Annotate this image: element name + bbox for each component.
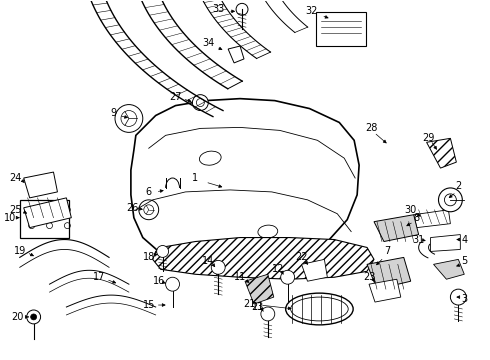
Polygon shape [434,260,465,279]
Polygon shape [301,260,327,281]
Ellipse shape [291,297,348,321]
Text: 11: 11 [234,272,246,282]
Polygon shape [427,138,456,168]
Text: 17: 17 [93,272,105,282]
Circle shape [121,111,137,126]
Polygon shape [24,172,57,198]
Text: 21: 21 [244,299,256,309]
Text: 26: 26 [127,203,139,213]
Text: 19: 19 [14,247,26,256]
Text: 24: 24 [10,173,22,183]
Text: 20: 20 [12,312,24,322]
Text: 15: 15 [143,300,155,310]
Circle shape [193,95,208,111]
Circle shape [139,200,159,220]
Polygon shape [24,198,72,228]
Text: 2: 2 [455,181,462,191]
Circle shape [439,188,462,212]
Polygon shape [367,257,411,289]
Circle shape [196,99,204,107]
Text: 22: 22 [295,252,308,262]
FancyBboxPatch shape [317,12,366,46]
Text: 3: 3 [461,294,467,304]
Polygon shape [153,238,374,279]
Text: 9: 9 [110,108,116,117]
Polygon shape [228,46,244,63]
Text: 23: 23 [363,272,375,282]
Text: 31: 31 [413,234,425,244]
Ellipse shape [286,293,353,325]
Ellipse shape [199,151,221,165]
Text: 10: 10 [4,213,16,223]
Circle shape [281,270,294,284]
Polygon shape [245,274,274,304]
Circle shape [236,3,248,15]
Text: 4: 4 [461,234,467,244]
Text: 21: 21 [252,302,264,312]
Circle shape [26,310,41,324]
Polygon shape [131,99,359,267]
Text: 18: 18 [143,252,155,262]
Text: 28: 28 [365,123,377,134]
Text: 27: 27 [169,92,182,102]
Polygon shape [414,210,450,228]
Polygon shape [431,235,460,251]
Text: 16: 16 [152,276,165,286]
Circle shape [444,194,456,206]
Circle shape [450,289,466,305]
Text: 1: 1 [192,173,198,183]
Text: 33: 33 [212,4,224,14]
Text: 13: 13 [252,302,264,312]
Text: 30: 30 [405,205,417,215]
Text: 14: 14 [202,256,215,266]
Circle shape [31,314,37,320]
Circle shape [115,105,143,132]
Circle shape [211,260,225,274]
Text: 29: 29 [422,133,435,143]
Text: 25: 25 [9,205,22,215]
Polygon shape [374,215,418,242]
Text: 6: 6 [146,187,152,197]
Text: 32: 32 [305,6,318,16]
Text: 5: 5 [461,256,467,266]
Polygon shape [369,279,401,302]
Ellipse shape [258,225,278,238]
Text: 7: 7 [384,247,390,256]
Circle shape [157,246,169,257]
Text: 34: 34 [202,38,215,48]
Polygon shape [20,200,70,238]
Circle shape [144,205,154,215]
Circle shape [166,277,179,291]
Text: 8: 8 [414,213,420,223]
Circle shape [261,307,275,321]
Text: 12: 12 [271,264,284,274]
